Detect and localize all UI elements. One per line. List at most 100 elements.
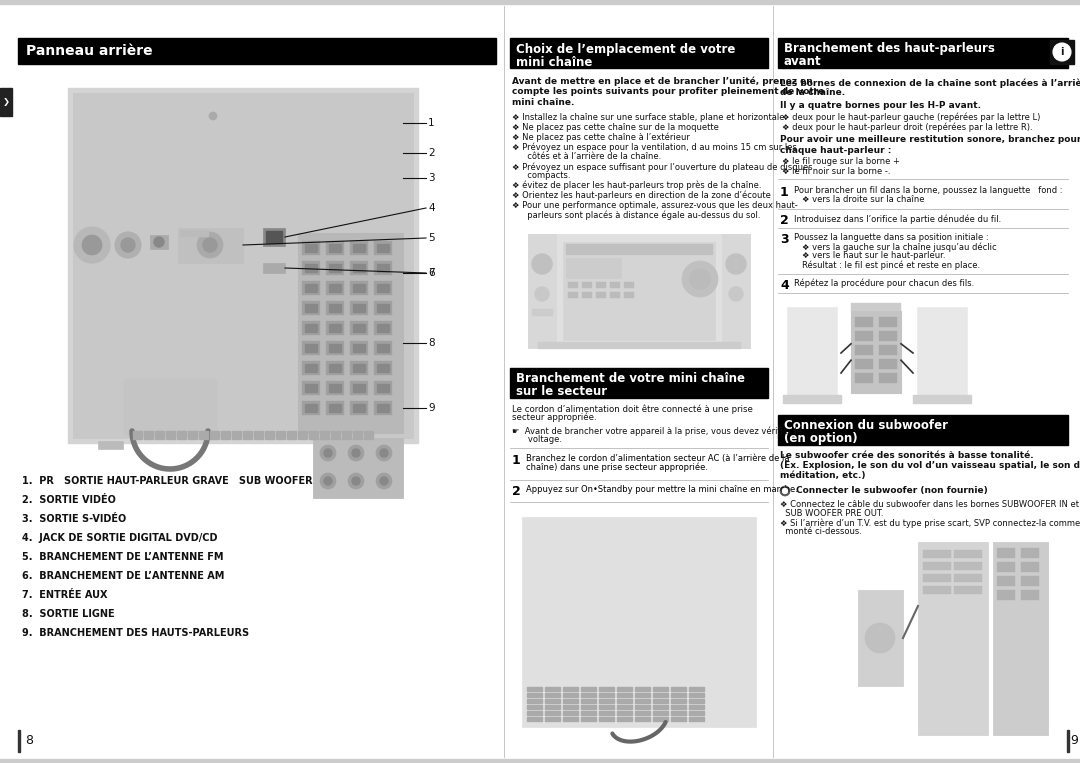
Bar xyxy=(879,373,897,383)
Text: 5.  BRANCHEMENT DE L’ANTENNE FM: 5. BRANCHEMENT DE L’ANTENNE FM xyxy=(22,552,224,562)
Bar xyxy=(653,705,669,709)
Bar xyxy=(305,344,318,352)
Text: secteur appropriée.: secteur appropriée. xyxy=(512,413,596,423)
Bar xyxy=(566,244,712,254)
Text: 7.  ENTRÉE AUX: 7. ENTRÉE AUX xyxy=(22,590,108,600)
Bar xyxy=(582,292,592,298)
Bar xyxy=(855,317,873,327)
Bar xyxy=(563,705,578,709)
Text: Avant de mettre en place et de brancher l’unité, prenez en: Avant de mettre en place et de brancher … xyxy=(512,76,813,85)
Bar xyxy=(689,687,704,691)
Text: ❖ Installez la chaîne sur une surface stable, plane et horizontale.: ❖ Installez la chaîne sur une surface st… xyxy=(512,113,787,122)
Bar xyxy=(1067,730,1069,752)
Circle shape xyxy=(726,254,746,274)
Text: 6.  BRANCHEMENT DE L’ANTENNE AM: 6. BRANCHEMENT DE L’ANTENNE AM xyxy=(22,571,225,581)
Bar xyxy=(265,431,274,439)
Bar xyxy=(596,282,606,288)
Bar xyxy=(374,361,392,375)
Bar xyxy=(545,699,561,703)
Bar xyxy=(617,711,632,715)
Text: Les bornes de connexion de la chaîne sont placées à l’arrière: Les bornes de connexion de la chaîne son… xyxy=(780,78,1080,88)
Bar xyxy=(305,244,318,252)
Bar xyxy=(568,292,578,298)
Text: ❖ Ne placez pas cette chaîne sur de la moquette: ❖ Ne placez pas cette chaîne sur de la m… xyxy=(512,123,719,132)
Circle shape xyxy=(75,227,110,263)
Text: Connecter le subwoofer (non fournie): Connecter le subwoofer (non fournie) xyxy=(796,486,988,495)
Text: Panneau arrière: Panneau arrière xyxy=(26,44,152,58)
Bar xyxy=(329,404,341,412)
Text: 9.  BRANCHEMENT DES HAUTS-PARLEURS: 9. BRANCHEMENT DES HAUTS-PARLEURS xyxy=(22,628,249,638)
Bar xyxy=(635,711,650,715)
Circle shape xyxy=(532,254,552,274)
Bar xyxy=(855,345,873,355)
Bar xyxy=(855,359,873,369)
Bar xyxy=(528,234,556,348)
Text: SUB WOOFER PRE OUT.: SUB WOOFER PRE OUT. xyxy=(780,509,883,518)
Circle shape xyxy=(203,238,217,252)
Bar xyxy=(326,321,345,335)
Circle shape xyxy=(82,235,102,255)
Text: mini chaîne.: mini chaîne. xyxy=(512,98,575,107)
Bar xyxy=(689,705,704,709)
Bar xyxy=(599,711,615,715)
Circle shape xyxy=(783,488,787,494)
Bar xyxy=(350,261,368,275)
Bar xyxy=(527,705,542,709)
Text: 3.  SORTIE S-VIDÉO: 3. SORTIE S-VIDÉO xyxy=(22,514,126,524)
Bar xyxy=(266,231,282,243)
Circle shape xyxy=(348,445,364,461)
Bar xyxy=(374,321,392,335)
Bar xyxy=(913,395,971,403)
Bar xyxy=(374,301,392,315)
Bar xyxy=(545,705,561,709)
Text: 7: 7 xyxy=(428,268,434,278)
Bar xyxy=(377,244,389,252)
Bar xyxy=(545,693,561,697)
Circle shape xyxy=(320,445,336,461)
Bar xyxy=(527,699,542,703)
Bar xyxy=(350,321,368,335)
Text: de la chaîne.: de la chaîne. xyxy=(780,88,846,97)
Text: avant: avant xyxy=(784,55,822,68)
Bar xyxy=(377,284,389,292)
Bar xyxy=(635,699,650,703)
Circle shape xyxy=(380,477,388,485)
Bar xyxy=(923,586,951,594)
Bar xyxy=(305,264,318,272)
Bar xyxy=(276,431,285,439)
Bar xyxy=(0,88,12,116)
Text: côtés et à l’arrière de la chaîne.: côtés et à l’arrière de la chaîne. xyxy=(522,152,661,161)
Bar xyxy=(350,241,368,255)
Bar xyxy=(617,699,632,703)
Bar xyxy=(635,687,650,691)
Bar xyxy=(342,431,351,439)
Text: ❖ le fil noir sur la borne -.: ❖ le fil noir sur la borne -. xyxy=(782,167,891,176)
Bar xyxy=(313,438,403,498)
Text: chaque haut-parleur :: chaque haut-parleur : xyxy=(780,146,891,155)
Bar xyxy=(582,282,592,288)
Bar xyxy=(232,431,241,439)
Bar xyxy=(326,301,345,315)
Bar xyxy=(264,228,285,246)
Text: 4.  JACK DE SORTIE DIGITAL DVD/CD: 4. JACK DE SORTIE DIGITAL DVD/CD xyxy=(22,533,217,543)
Text: ❖ vers le haut sur le haut-parleur.: ❖ vers le haut sur le haut-parleur. xyxy=(802,251,945,260)
Bar xyxy=(671,687,686,691)
Text: 1: 1 xyxy=(780,186,788,199)
Bar xyxy=(515,511,762,733)
Bar xyxy=(545,687,561,691)
Bar xyxy=(1050,40,1074,64)
Bar xyxy=(545,711,561,715)
Bar xyxy=(330,431,340,439)
Text: ❖ deux pour le haut-parleur gauche (repérées par la lettre L): ❖ deux pour le haut-parleur gauche (repé… xyxy=(782,112,1040,121)
Bar xyxy=(326,401,345,415)
Bar xyxy=(326,241,345,255)
Text: ❖ Prévoyez un espace pour la ventilation, d au moins 15 cm sur les: ❖ Prévoyez un espace pour la ventilation… xyxy=(512,143,797,153)
Bar xyxy=(177,431,186,439)
Bar xyxy=(305,384,318,392)
Circle shape xyxy=(780,486,789,496)
Text: monté ci-dessous.: monté ci-dessous. xyxy=(780,527,862,536)
Bar xyxy=(302,281,320,295)
Circle shape xyxy=(681,261,718,297)
Bar xyxy=(563,687,578,691)
Bar xyxy=(326,281,345,295)
